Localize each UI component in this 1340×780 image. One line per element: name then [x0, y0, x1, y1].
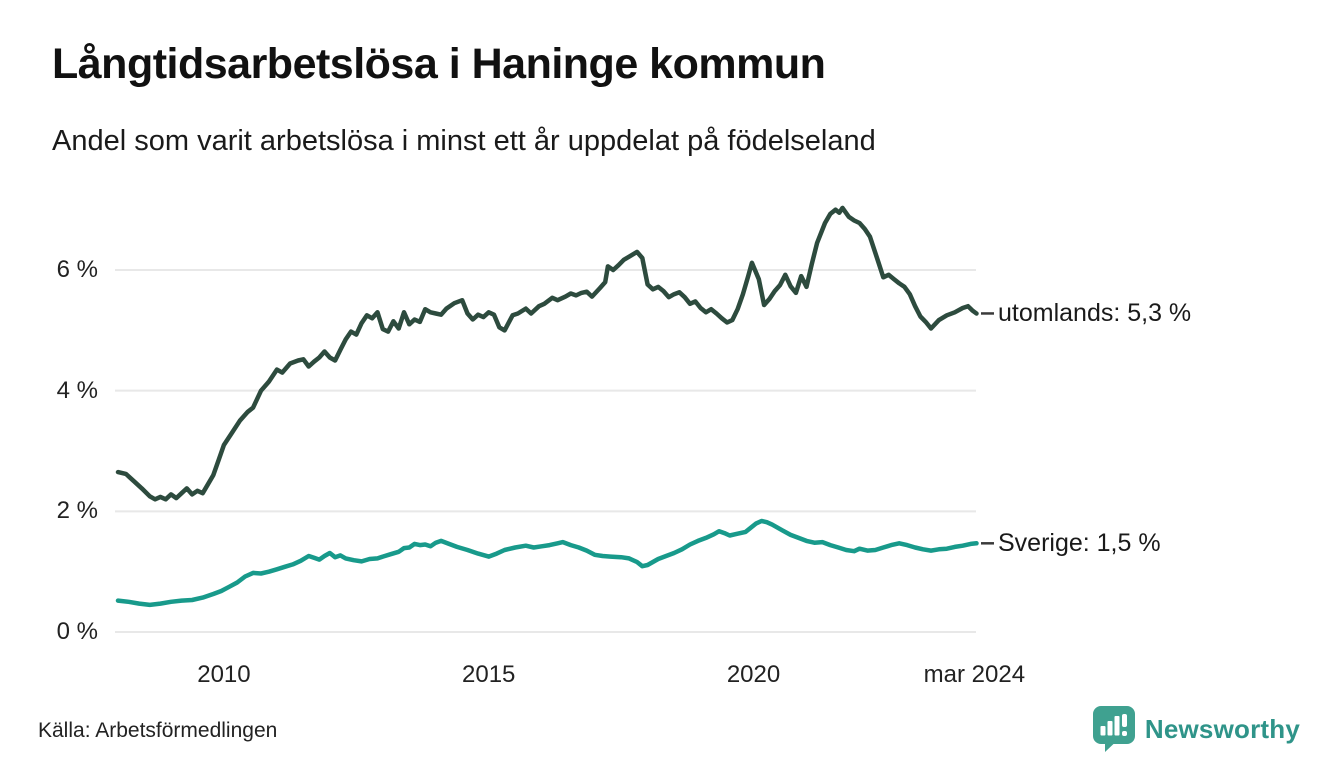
series-line-utomlands [115, 205, 979, 502]
y-tick-6%: 6 % [56, 256, 98, 284]
series-line-Sverige [115, 518, 979, 608]
chart-subtitle: Andel som varit arbetslösa i minst ett å… [52, 125, 876, 157]
y-tick-2%: 2 % [56, 497, 98, 525]
newsworthy-bubble-chart-icon [1092, 706, 1135, 752]
y-tick-4%: 4 % [56, 376, 98, 404]
chart-title: Långtidsarbetslösa i Haninge kommun [52, 40, 826, 88]
y-tick-0%: 0 % [56, 618, 98, 645]
x-tick-mar-2024: mar 2024 [923, 661, 1026, 688]
x-tick-2020: 2020 [726, 661, 781, 688]
newsworthy-logo[interactable]: Newsworthy [1092, 705, 1300, 753]
newsworthy-wordmark: Newsworthy [1144, 713, 1300, 744]
series-end-label-utomlands: utomlands: 5,3 % [998, 299, 1192, 328]
source-note: Källa: Arbetsförmedlingen [38, 719, 278, 742]
x-tick-2010: 2010 [197, 661, 251, 688]
series-end-label-sverige: Sverige: 1,5 % [998, 529, 1161, 558]
x-tick-2015: 2015 [462, 661, 516, 688]
